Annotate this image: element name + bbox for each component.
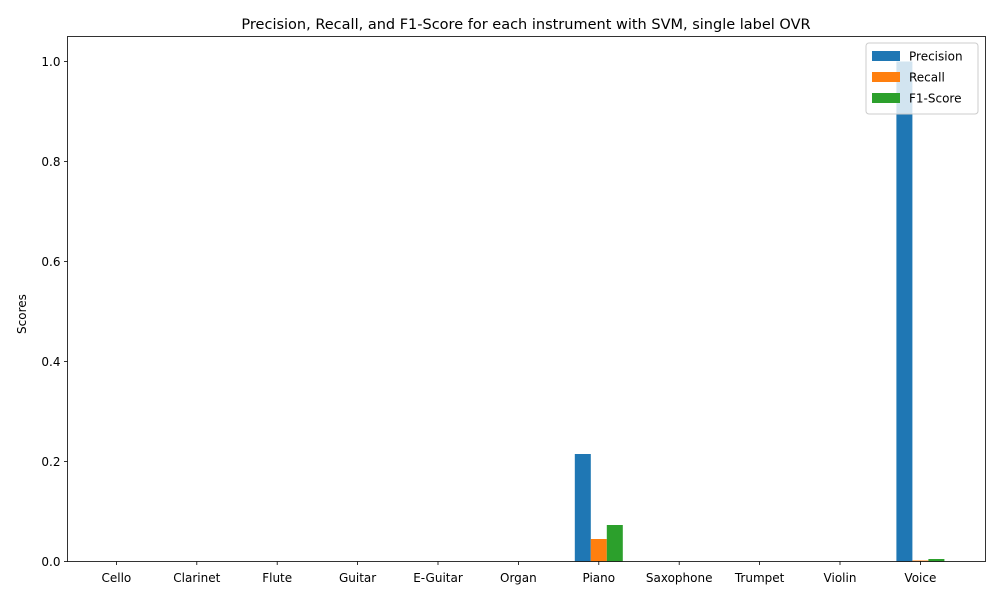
x-tick-label: Violin	[824, 571, 857, 585]
chart-title: Precision, Recall, and F1-Score for each…	[241, 17, 810, 33]
x-tick-label: Clarinet	[173, 571, 220, 585]
legend-swatch-f1-score	[872, 93, 900, 103]
bar-f1-score-voice	[928, 559, 945, 562]
x-tick-label: Saxophone	[646, 571, 713, 585]
x-tick-label: E-Guitar	[413, 571, 463, 585]
x-tick-label: Piano	[582, 571, 615, 585]
plot-frame	[67, 36, 986, 562]
legend-swatch-recall	[872, 72, 900, 82]
legend-label-recall: Recall	[909, 71, 945, 85]
bar-recall-voice	[912, 560, 929, 562]
y-tick-label: 0.6	[41, 255, 60, 269]
y-tick-label: 0.8	[41, 155, 60, 169]
bar-precision-piano	[574, 454, 591, 562]
legend: Precision Recall F1-Score	[865, 42, 979, 115]
legend-label-precision: Precision	[909, 50, 963, 64]
bars-group	[574, 61, 945, 562]
y-tick-label: 0.4	[41, 355, 60, 369]
legend-swatch-precision	[872, 51, 900, 61]
y-tick-label: 0.2	[41, 455, 60, 469]
x-tick-label: Voice	[904, 571, 936, 585]
legend-label-f1-score: F1-Score	[909, 92, 961, 106]
bar-f1-score-piano	[606, 525, 623, 562]
bar-recall-piano	[590, 539, 607, 562]
y-axis-label: Scores	[15, 294, 29, 334]
x-tick-label: Organ	[500, 571, 537, 585]
y-tick-label: 0.0	[41, 555, 60, 569]
y-axis-ticks: 0.0 0.2 0.4 0.6 0.8 1.0	[41, 55, 68, 569]
x-tick-label: Flute	[262, 571, 292, 585]
x-tick-label: Trumpet	[734, 571, 785, 585]
y-tick-label: 1.0	[41, 55, 60, 69]
x-tick-label: Guitar	[339, 571, 376, 585]
x-axis-ticks: Cello Clarinet Flute Guitar E-Guitar Organ Pia…	[102, 561, 936, 585]
bar-precision-voice	[896, 61, 913, 562]
x-tick-label: Cello	[102, 571, 132, 585]
